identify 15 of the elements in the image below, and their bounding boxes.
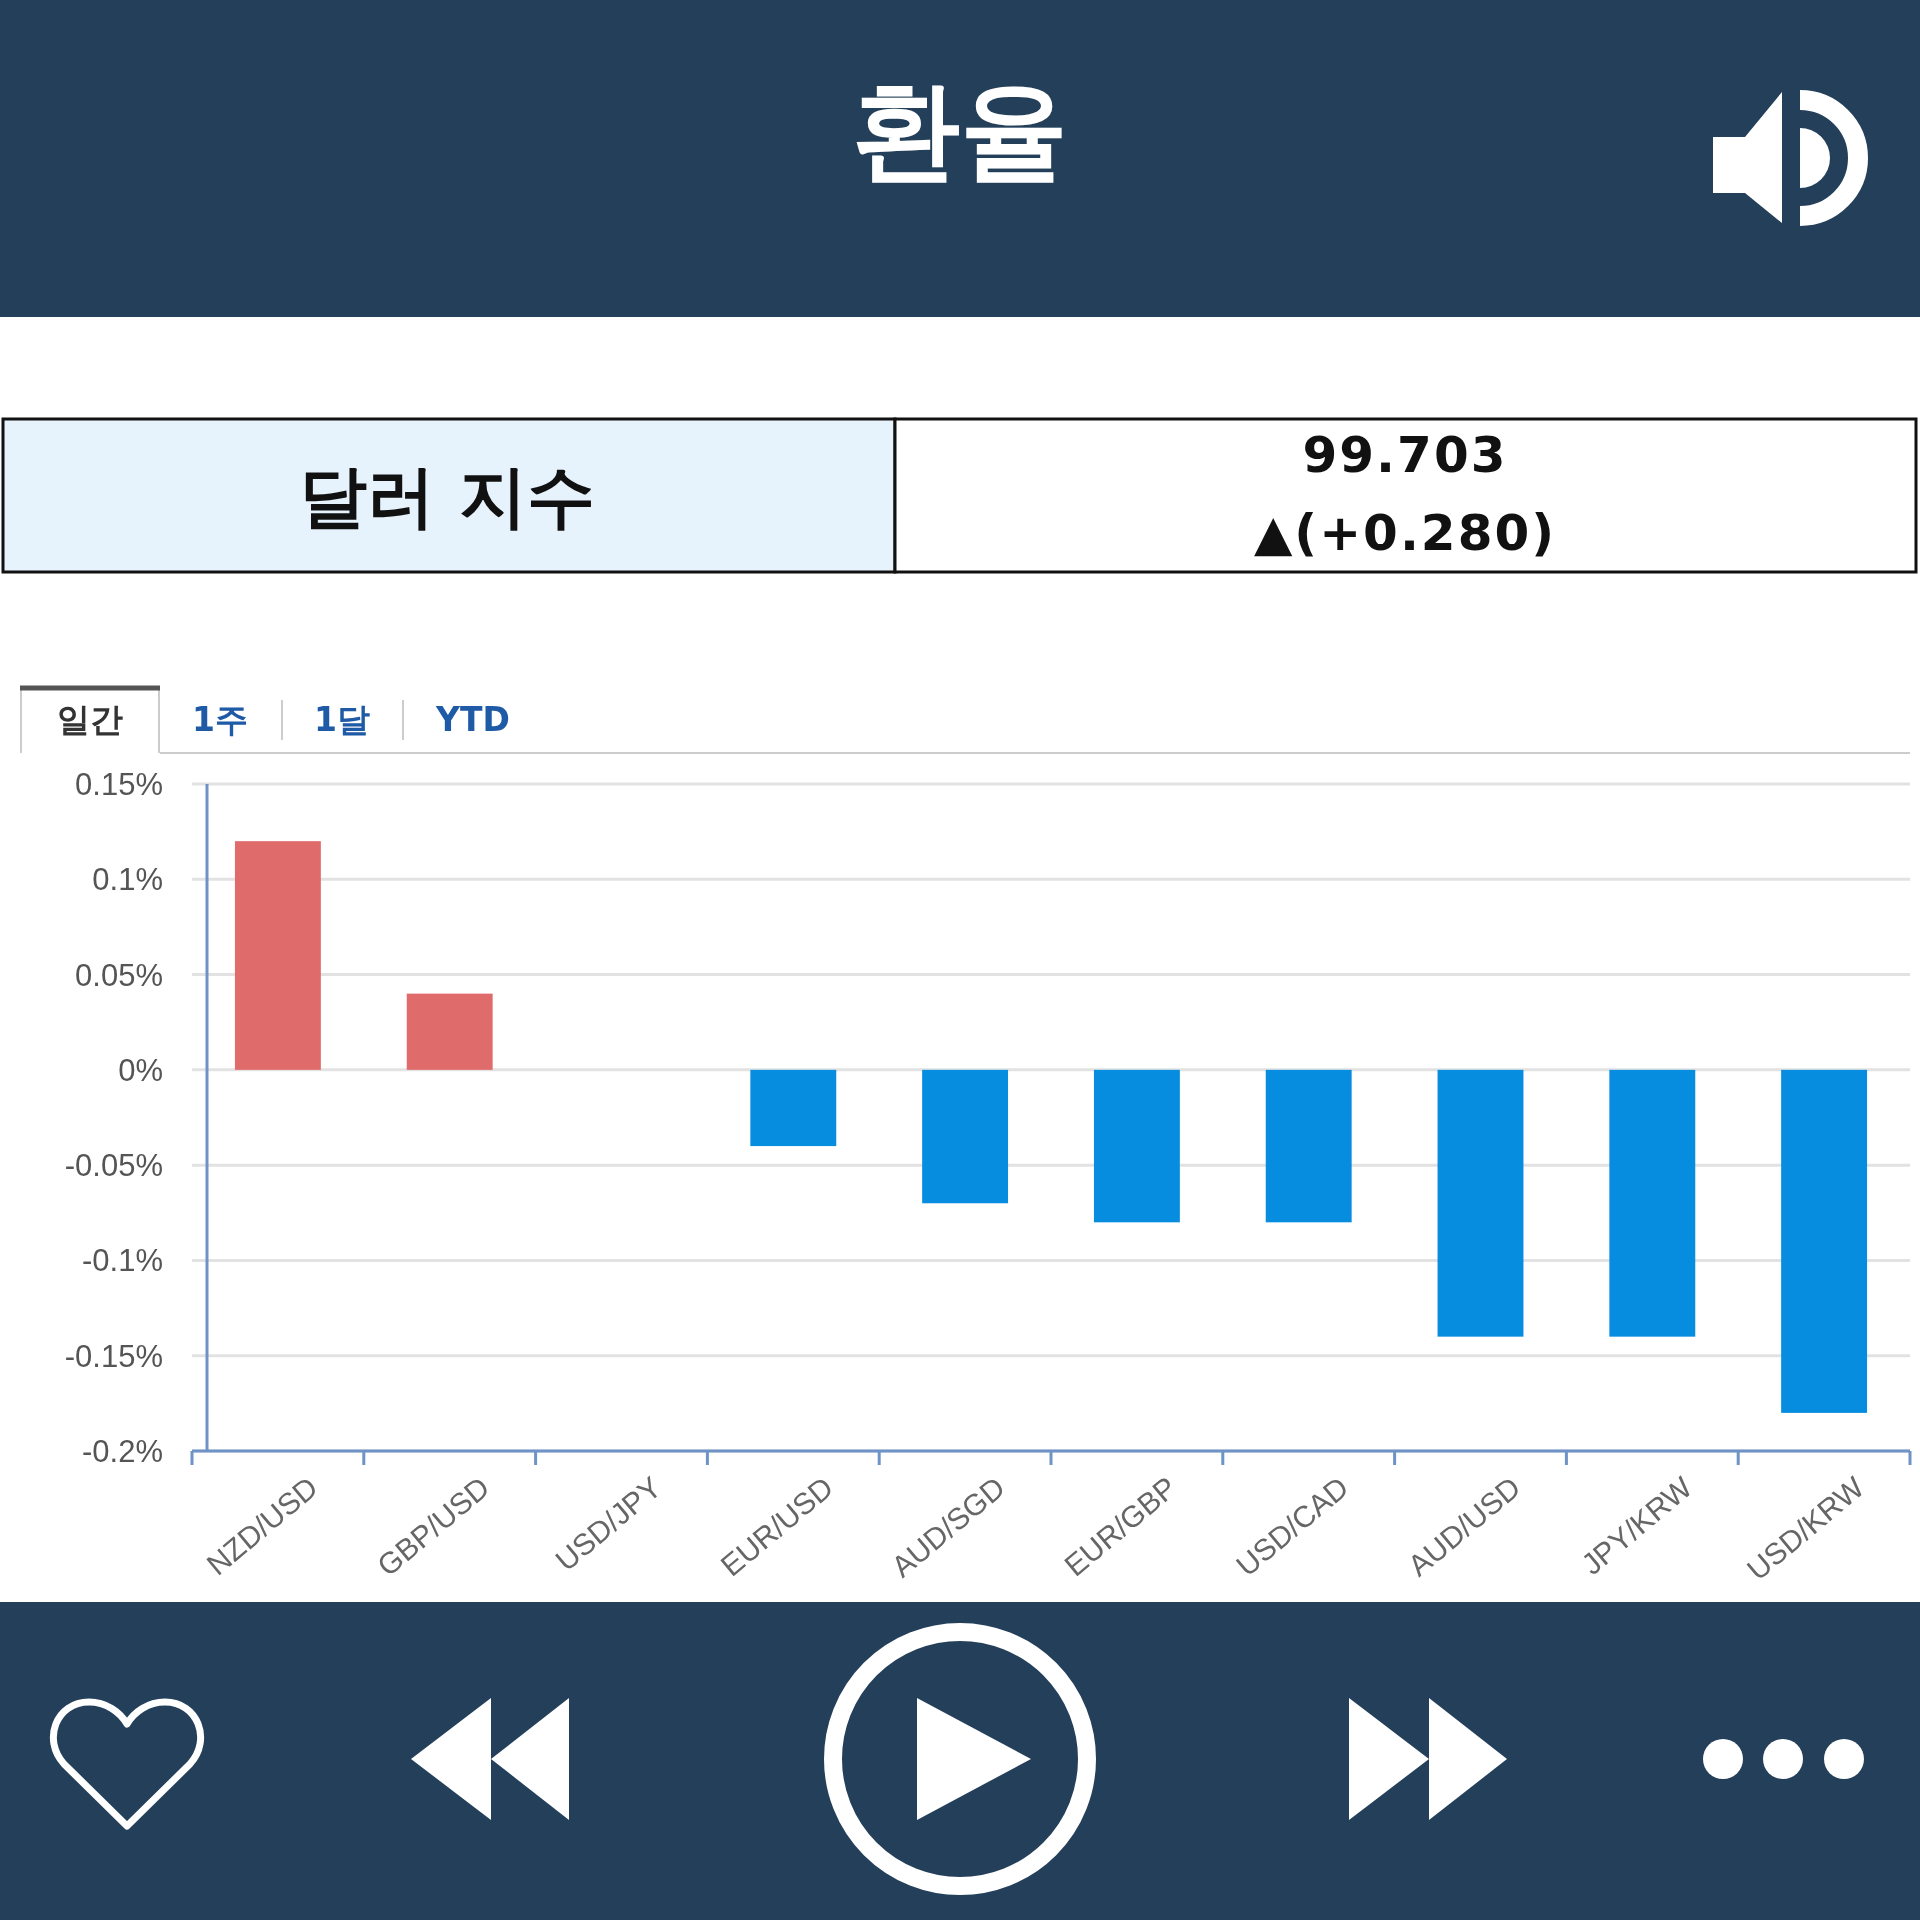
y-tick-label: -0.05% xyxy=(64,1148,163,1184)
y-tick-label: -0.15% xyxy=(64,1338,163,1374)
tab-selected: 일간 xyxy=(20,685,160,754)
table-cell: 달러 지수 xyxy=(1,417,897,574)
y-tick-label: 0.05% xyxy=(75,957,163,993)
y-tick-label: -0.2% xyxy=(82,1434,163,1469)
y-tick-label: 0.1% xyxy=(92,862,163,898)
tab-label: YTD xyxy=(436,700,510,739)
y-tick-label: -0.1% xyxy=(82,1243,163,1279)
y-tick-label: 0.15% xyxy=(75,767,163,802)
y-tick-label: 0% xyxy=(118,1052,163,1088)
table-cell: 99.703 ▲(+0.280) xyxy=(893,417,1918,574)
tab-label: 1주 xyxy=(192,700,248,739)
title: 환율 xyxy=(852,68,1068,193)
tab-label: 1달 xyxy=(314,700,370,739)
